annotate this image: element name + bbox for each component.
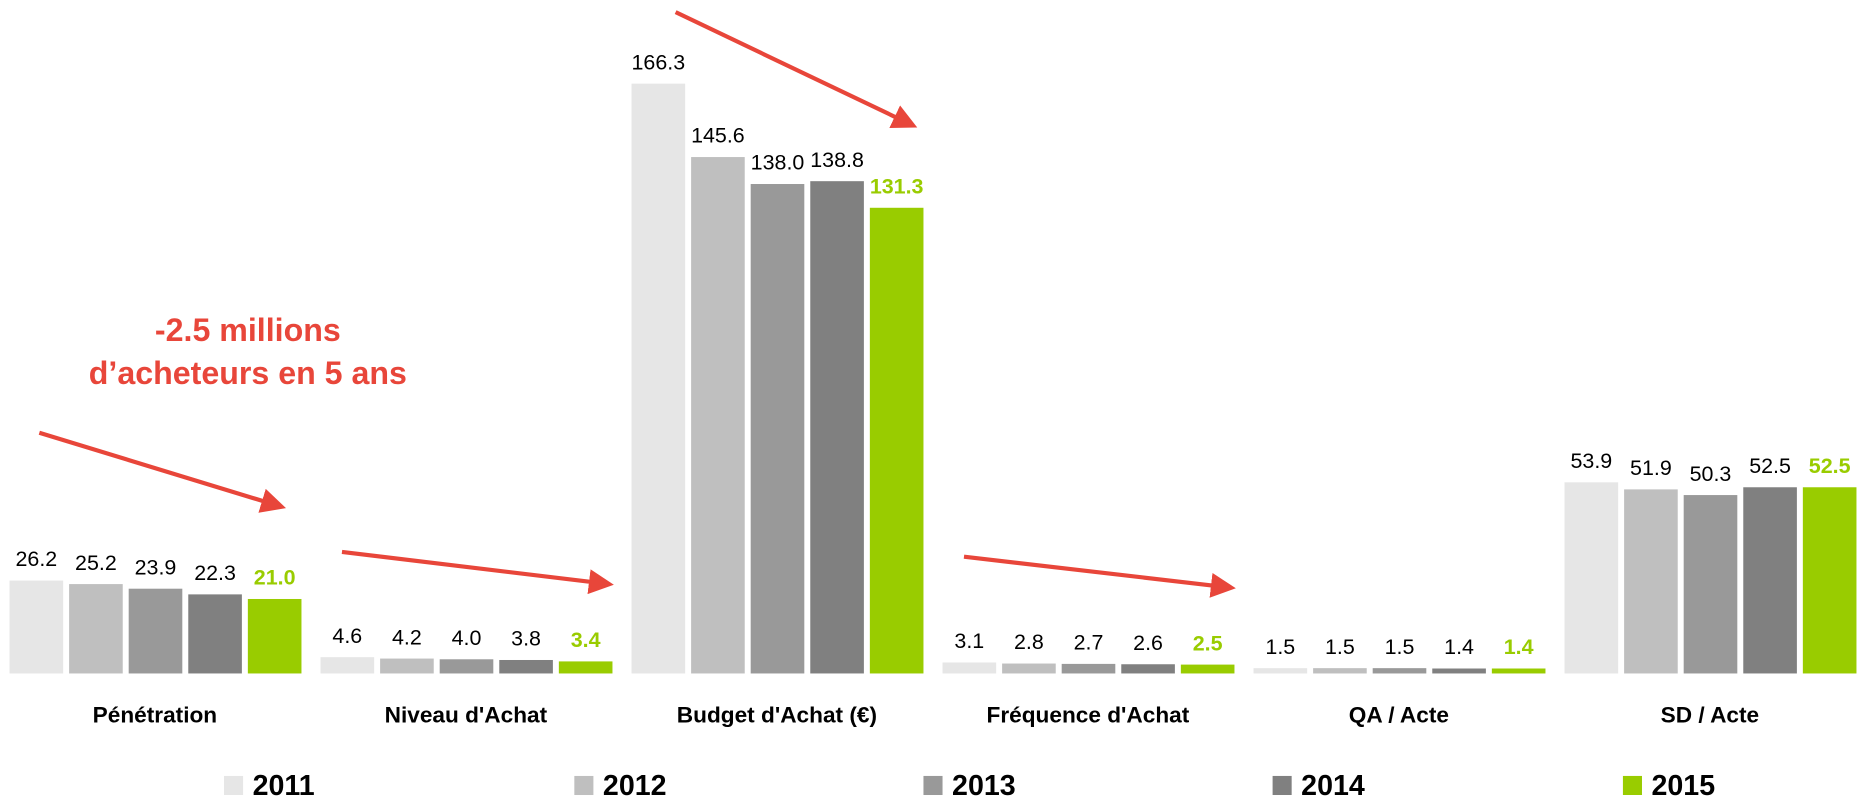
value-label: 4.2 (392, 625, 422, 649)
value-label: 1.4 (1444, 635, 1474, 659)
value-label: 1.4 (1504, 635, 1534, 659)
value-label: 3.1 (954, 629, 984, 653)
bar (1432, 668, 1486, 674)
bar (1061, 663, 1116, 674)
legend-label: 2015 (1652, 770, 1716, 800)
legend-label: 2013 (952, 770, 1016, 800)
value-label: 1.5 (1385, 635, 1415, 659)
value-label: 1.5 (1265, 635, 1295, 659)
value-label: 2.8 (1014, 630, 1044, 654)
value-label: 2.7 (1074, 631, 1104, 655)
bar (1180, 664, 1235, 674)
bar (320, 657, 375, 674)
x-tick-label: SD / Acte (1661, 702, 1760, 727)
value-label: 131.3 (870, 174, 924, 198)
value-label: 4.0 (452, 626, 482, 650)
bar (942, 662, 997, 674)
x-tick-label: Pénétration (93, 702, 217, 727)
legend-swatch (923, 775, 943, 796)
x-tick-label: Fréquence d'Achat (987, 702, 1190, 727)
x-tick-label: Budget d'Achat (€) (677, 702, 877, 727)
bar (1002, 663, 1056, 674)
x-tick-label: Niveau d'Achat (385, 702, 548, 727)
bar (439, 659, 494, 674)
value-label: 1.5 (1325, 635, 1355, 659)
bar (1491, 668, 1546, 674)
bar (1253, 668, 1308, 674)
legend-label: 2011 (253, 770, 315, 800)
bar (869, 207, 924, 674)
bar (1121, 664, 1175, 674)
bar (1743, 487, 1797, 674)
legend-swatch (574, 775, 594, 796)
bar (1313, 668, 1367, 674)
value-label: 2.5 (1193, 631, 1223, 655)
value-label: 25.2 (75, 551, 117, 575)
annotation: -2.5 millions (155, 312, 341, 348)
arrows (38, 10, 1236, 598)
value-label: 145.6 (691, 124, 745, 148)
legend-label: 2012 (603, 770, 667, 800)
value-label: 2.6 (1133, 631, 1163, 655)
legend-label: 2014 (1301, 770, 1365, 800)
value-label: 23.9 (135, 555, 177, 579)
bar (188, 594, 242, 674)
value-label: 166.3 (632, 50, 686, 74)
bar (69, 584, 123, 674)
value-label: 3.8 (511, 627, 541, 651)
bar (1802, 487, 1857, 674)
bar (750, 184, 805, 674)
bar (9, 580, 64, 674)
value-label: 4.6 (332, 624, 362, 648)
legend-swatch (1622, 775, 1642, 796)
value-label: 52.5 (1749, 454, 1791, 478)
value-label: 52.5 (1809, 454, 1851, 478)
bar (1624, 489, 1678, 674)
value-label: 53.9 (1570, 449, 1612, 473)
bar (810, 181, 864, 674)
value-label: 138.8 (810, 148, 864, 172)
bar (691, 157, 745, 674)
bar (499, 659, 553, 674)
bar (380, 658, 434, 674)
value-label: 22.3 (194, 561, 236, 585)
annotation: d’acheteurs en 5 ans (89, 355, 407, 391)
bar (1683, 495, 1738, 674)
legend-swatch (224, 775, 244, 796)
bar (1372, 668, 1427, 674)
bar (631, 83, 686, 674)
value-label: 50.3 (1690, 462, 1732, 486)
legend-swatch (1272, 775, 1292, 796)
bar (1564, 482, 1619, 674)
value-label: 138.0 (751, 151, 805, 175)
value-label: 3.4 (571, 628, 601, 652)
bar (128, 588, 183, 674)
bar (558, 661, 613, 674)
value-label: 26.2 (15, 547, 57, 571)
x-tick-label: QA / Acte (1349, 702, 1449, 727)
bar (247, 598, 302, 674)
value-label: 51.9 (1630, 456, 1672, 480)
value-label: 21.0 (254, 566, 296, 590)
